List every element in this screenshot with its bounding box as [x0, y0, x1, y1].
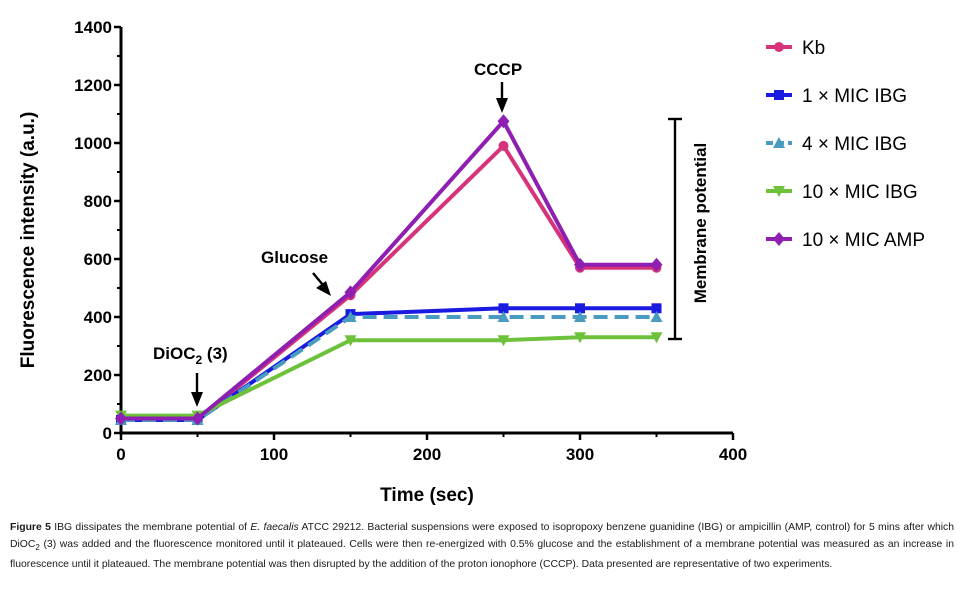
caption-subscript: 2 [35, 543, 40, 553]
legend-label: 10 × MIC AMP [802, 230, 925, 251]
data-point [575, 303, 585, 314]
data-point [574, 257, 586, 272]
y-tick-label: 0 [103, 424, 112, 443]
legend: Kb 1 × MIC IBG 4 × MIC IBG 10 × MIC IBG 10 ×… [766, 38, 925, 251]
x-tick-label: 0 [116, 445, 125, 464]
data-point [497, 335, 510, 347]
data-point [574, 332, 586, 344]
legend-item: 1 × MIC IBG [766, 86, 907, 107]
membrane-potential-bracket [668, 117, 682, 341]
data-point [498, 140, 509, 151]
legend-marker [773, 137, 785, 148]
figure-caption: Figure 5 IBG dissipates the membrane pot… [10, 519, 954, 574]
series-layer [115, 114, 663, 426]
chart: 0 200 400 600 800 1000 1200 1400 0 100 200 300 400 Ti… [18, 18, 925, 506]
arrow-cccp-icon [496, 82, 508, 113]
y-axis-label: Fluorescence intensity (a.u.) [18, 112, 39, 369]
x-tick-label: 200 [413, 445, 441, 464]
data-point [650, 332, 663, 344]
data-point [497, 114, 510, 129]
data-point [344, 335, 357, 347]
y-tick-label: 1200 [74, 76, 112, 95]
annotation-membrane-potential: Membrane potential [691, 143, 710, 304]
arrow-glucose-icon [312, 272, 331, 296]
caption-text-1: IBG dissipates the membrane potential of [50, 522, 251, 533]
legend-label: Kb [802, 38, 825, 59]
legend-item: 10 × MIC IBG [766, 182, 918, 203]
data-point [497, 311, 510, 322]
legend-item: 4 × MIC IBG [766, 134, 907, 155]
data-point [344, 311, 357, 322]
legend-marker [774, 90, 784, 100]
data-point [574, 311, 586, 322]
annotations: DiOC2 (3) Glucose CCCP Membrane potentia… [153, 60, 710, 407]
x-tick-label: 100 [260, 445, 288, 464]
series-line [121, 143, 657, 422]
series-line [121, 335, 657, 418]
y-tick-label: 800 [84, 192, 112, 211]
x-axis-label: Time (sec) [380, 485, 474, 506]
x-tick-label: 300 [566, 445, 594, 464]
legend-marker [773, 186, 785, 197]
legend-label: 1 × MIC IBG [802, 86, 907, 107]
caption-text-2: ATCC 29212. Bacterial suspensions were e… [10, 522, 955, 551]
caption-text-3: (3) was added and the fluorescence monit… [10, 539, 954, 571]
y-tick-label: 400 [84, 308, 112, 327]
y-tick-label: 600 [84, 250, 112, 269]
data-point [650, 257, 663, 272]
legend-label: 10 × MIC IBG [802, 182, 918, 203]
series-2 [115, 311, 663, 425]
legend-item: Kb [766, 38, 825, 59]
data-point [651, 303, 662, 314]
y-tick-label: 200 [84, 366, 112, 385]
data-point [650, 311, 663, 322]
x-tick-label: 400 [719, 445, 747, 464]
series-line [121, 119, 657, 421]
annotation-dioc: DiOC2 (3) [153, 344, 228, 367]
legend-marker [773, 232, 785, 246]
axes: 0 200 400 600 800 1000 1200 1400 0 100 200 300 400 Ti… [18, 18, 747, 506]
series-4 [115, 114, 663, 426]
y-tick-label: 1000 [74, 134, 112, 153]
arrow-dioc-icon [191, 373, 203, 407]
data-point [498, 303, 509, 314]
data-point [344, 285, 357, 300]
caption-species: E. faecalis [250, 522, 299, 533]
annotation-cccp: CCCP [474, 60, 522, 79]
data-point [115, 411, 127, 426]
annotation-glucose: Glucose [261, 248, 328, 267]
legend-marker [774, 42, 784, 52]
data-point [191, 411, 204, 426]
figure-label: Figure 5 [10, 522, 51, 533]
y-tick-label: 1400 [74, 18, 112, 37]
legend-item: 10 × MIC AMP [766, 230, 925, 251]
legend-label: 4 × MIC IBG [802, 134, 907, 155]
